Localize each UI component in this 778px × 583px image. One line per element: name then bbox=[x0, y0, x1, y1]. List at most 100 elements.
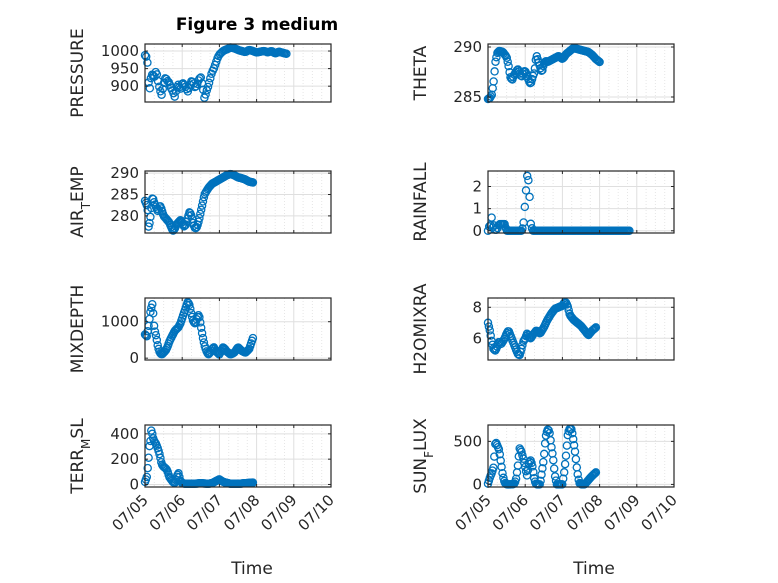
data-point bbox=[525, 192, 534, 202]
data-point bbox=[589, 469, 599, 479]
axes-box bbox=[487, 424, 675, 488]
data-point bbox=[504, 61, 513, 71]
subplot-3: 280 285 290 AIRTEMP bbox=[68, 164, 332, 238]
y-tick-label: 1000 bbox=[101, 42, 139, 60]
data-point bbox=[625, 226, 634, 236]
data-point bbox=[168, 226, 178, 235]
axes-box bbox=[144, 297, 332, 361]
data-point bbox=[203, 82, 213, 92]
data-point bbox=[590, 468, 600, 478]
data-point bbox=[529, 467, 538, 477]
data-point bbox=[590, 323, 600, 333]
y-tick-label: 6 bbox=[472, 329, 482, 347]
data-point bbox=[148, 299, 157, 309]
y-tick-label: 285 bbox=[110, 186, 139, 204]
data-point bbox=[195, 74, 204, 83]
y-tick-label: 290 bbox=[453, 38, 482, 56]
data-point bbox=[518, 451, 527, 460]
data-point bbox=[547, 442, 556, 452]
data-point bbox=[143, 463, 152, 473]
data-point bbox=[185, 300, 194, 310]
data-point bbox=[496, 456, 505, 465]
data-point bbox=[520, 202, 530, 212]
data-point bbox=[494, 445, 504, 454]
data-point bbox=[155, 449, 164, 459]
data-point bbox=[489, 77, 498, 86]
data-point bbox=[194, 217, 203, 226]
y-tick-label: 0 bbox=[129, 349, 139, 367]
y-tick-label: 1000 bbox=[101, 313, 139, 331]
data-point bbox=[141, 52, 151, 61]
data-point bbox=[490, 67, 499, 76]
axes-box bbox=[144, 424, 332, 488]
data-point bbox=[152, 335, 162, 345]
data-point bbox=[196, 318, 205, 327]
y-tick-label: 900 bbox=[110, 77, 139, 95]
y-axis-label: TERRMSL bbox=[68, 418, 93, 495]
data-point bbox=[195, 213, 204, 223]
data-point bbox=[498, 468, 507, 478]
y-tick-label: 950 bbox=[110, 60, 139, 78]
data-point bbox=[559, 468, 569, 477]
data-point bbox=[197, 328, 207, 338]
x-axis-label-left: Time bbox=[230, 559, 273, 579]
data-point bbox=[149, 321, 159, 331]
axes-box bbox=[144, 43, 332, 103]
data-point bbox=[537, 470, 546, 479]
data-point bbox=[186, 304, 195, 313]
data-point bbox=[558, 480, 567, 489]
data-point bbox=[153, 76, 163, 86]
axes-box bbox=[144, 170, 332, 234]
data-point bbox=[490, 452, 499, 461]
y-axis-label: AIRTEMP bbox=[68, 166, 93, 237]
data-point bbox=[522, 171, 532, 181]
x-axis-label-right: Time bbox=[572, 559, 615, 579]
data-point bbox=[196, 209, 205, 219]
data-point bbox=[591, 468, 601, 477]
data-point bbox=[491, 57, 500, 66]
data-point bbox=[489, 463, 498, 472]
axes-box bbox=[487, 297, 675, 361]
data-point bbox=[560, 459, 570, 469]
y-axis-label: PRESSURE bbox=[68, 28, 88, 117]
y-tick-label: 285 bbox=[453, 88, 482, 106]
data-point bbox=[527, 458, 536, 468]
data-point bbox=[248, 478, 258, 487]
data-point bbox=[248, 333, 258, 343]
data-point bbox=[561, 451, 571, 460]
data-point bbox=[521, 186, 531, 195]
y-tick-label: 0 bbox=[472, 222, 482, 240]
y-tick-label: 1 bbox=[472, 200, 482, 218]
data-point bbox=[503, 57, 512, 66]
data-point bbox=[539, 457, 548, 467]
y-tick-label: 280 bbox=[110, 207, 139, 225]
axes-box bbox=[487, 43, 675, 103]
data-point bbox=[150, 327, 160, 336]
data-point bbox=[170, 92, 179, 101]
data-point bbox=[569, 441, 579, 450]
data-point bbox=[486, 331, 495, 340]
data-point bbox=[197, 201, 207, 210]
subplot-4: 0 1 2 RAINFALL bbox=[411, 162, 675, 242]
data-point bbox=[568, 434, 578, 444]
data-point bbox=[151, 330, 161, 340]
data-point bbox=[195, 312, 204, 322]
data-point bbox=[525, 457, 534, 467]
subplot-2: 285 290 THETA bbox=[411, 38, 675, 106]
data-point bbox=[147, 303, 156, 313]
y-tick-label: 290 bbox=[110, 164, 139, 182]
data-point bbox=[198, 333, 208, 343]
y-axis-label: MIXDEPTH bbox=[68, 285, 88, 374]
data-point bbox=[588, 470, 598, 480]
data-point bbox=[143, 58, 152, 67]
data-point bbox=[196, 205, 206, 215]
data-point bbox=[204, 78, 214, 88]
data-point bbox=[524, 175, 533, 185]
data-point bbox=[535, 480, 544, 489]
subplot-6: 6 8 H2OMIXRA bbox=[411, 283, 675, 375]
data-point bbox=[206, 74, 215, 83]
subplot-5: 0 1000 MIXDEPTH bbox=[68, 285, 332, 374]
data-point bbox=[502, 53, 512, 62]
data-point bbox=[539, 449, 549, 459]
y-axis-label: RAINFALL bbox=[411, 162, 431, 242]
